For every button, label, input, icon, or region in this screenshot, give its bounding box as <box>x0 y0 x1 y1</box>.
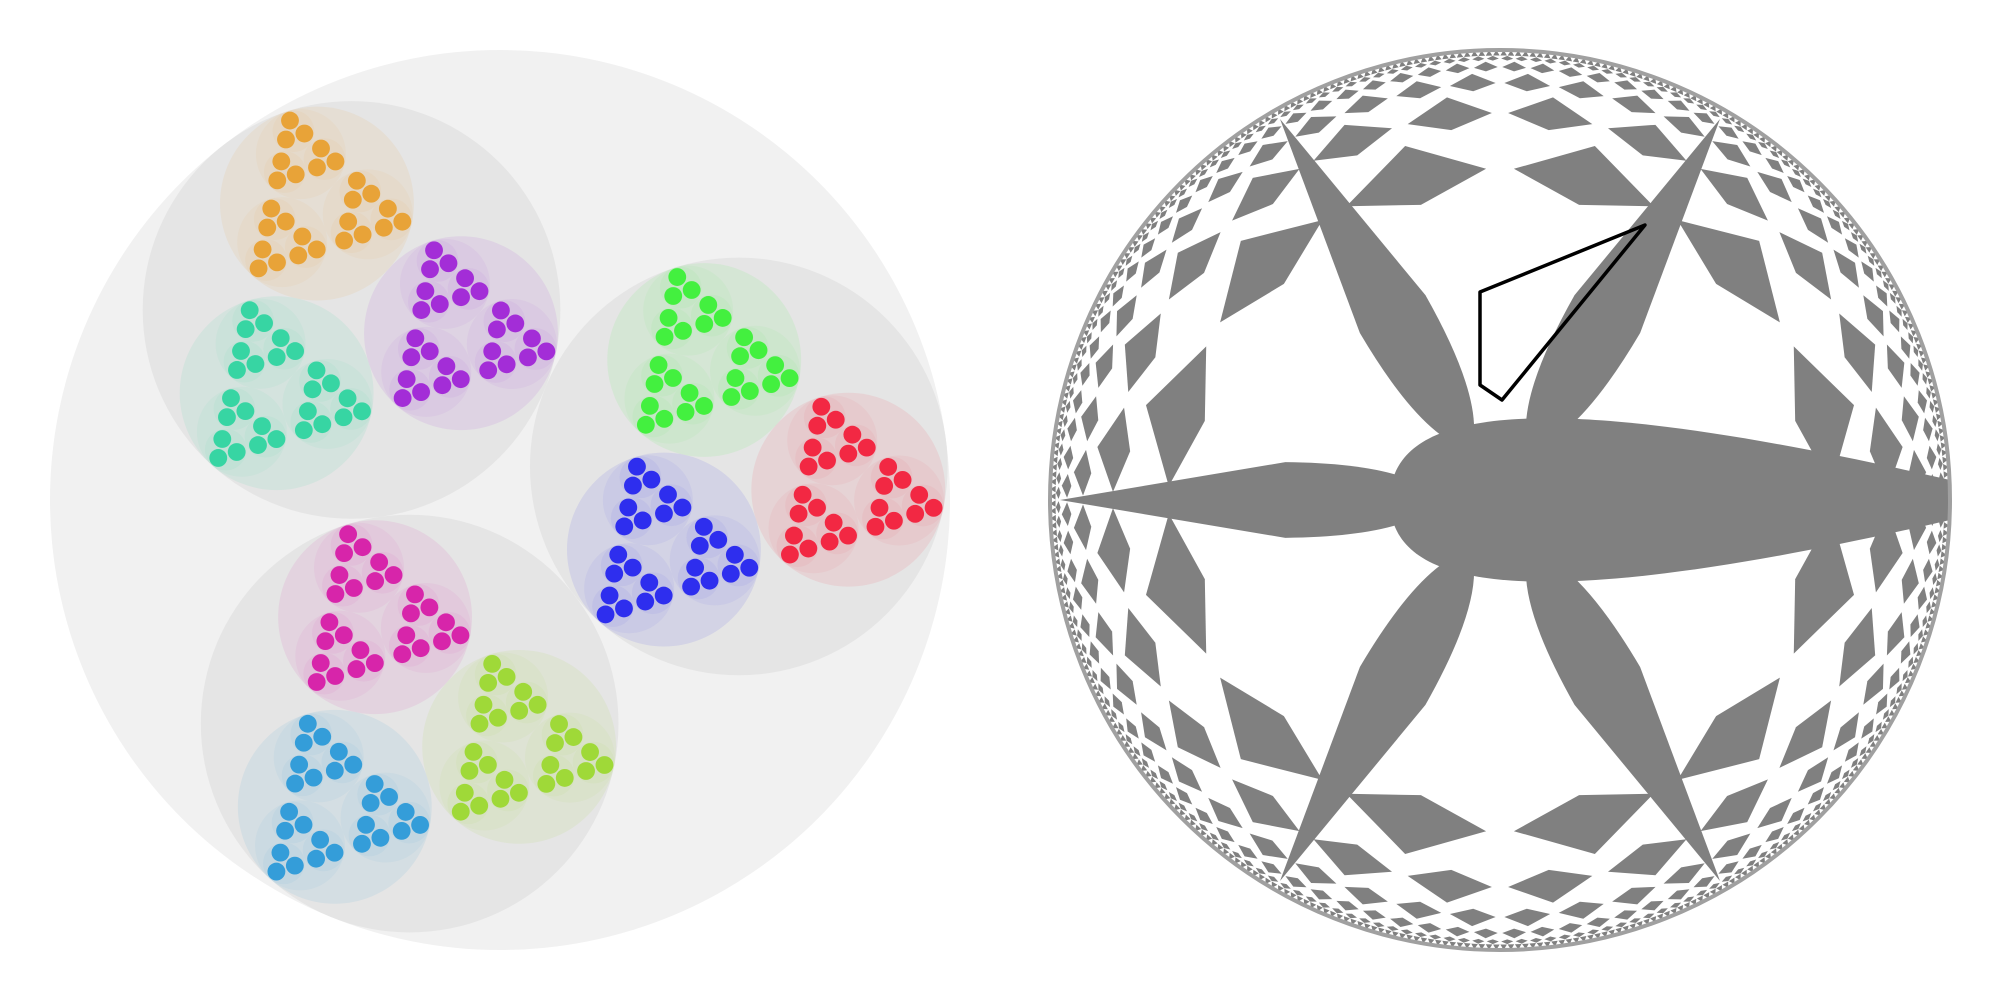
cluster-blue <box>567 453 761 647</box>
cluster-green <box>607 263 801 457</box>
hyperbolic-tiling-panel <box>1000 0 2000 1000</box>
cluster-magenta <box>278 520 472 714</box>
circle-packing-panel <box>0 0 1000 1000</box>
cluster-sky <box>238 710 432 904</box>
cluster-teal <box>180 296 374 490</box>
cluster-lime <box>422 650 616 844</box>
cluster-orange <box>220 107 414 301</box>
cluster-red <box>751 393 945 587</box>
cluster-purple <box>364 236 558 430</box>
